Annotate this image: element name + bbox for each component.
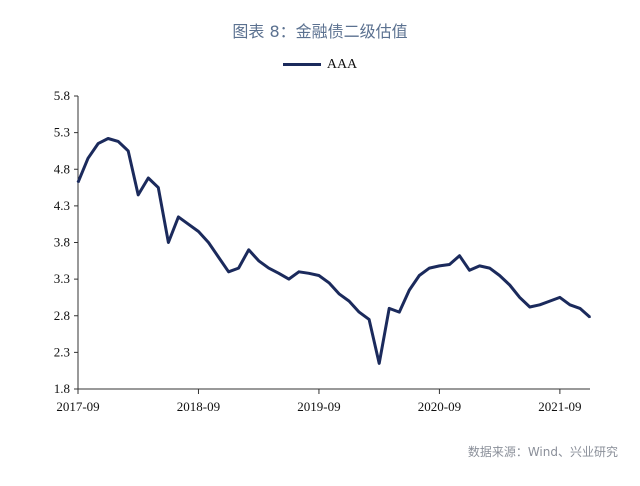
data-point — [77, 181, 79, 184]
data-point — [247, 249, 250, 251]
data-point — [398, 311, 401, 313]
data-point — [549, 300, 551, 302]
data-point — [187, 223, 190, 225]
data-point — [448, 263, 451, 266]
data-point — [498, 274, 501, 277]
y-tick-label: 1.8 — [54, 381, 70, 396]
data-point — [227, 271, 230, 273]
legend-swatch-aaa — [282, 63, 321, 67]
data-point — [348, 300, 350, 302]
y-tick-label: 3.8 — [54, 235, 70, 250]
x-tick-label: 2018-09 — [177, 399, 220, 414]
data-point — [167, 241, 170, 244]
x-tick-label: 2021-09 — [538, 399, 581, 414]
data-point — [488, 267, 491, 269]
source-note: 数据来源：Wind、兴业研究 — [467, 445, 618, 459]
data-point — [508, 284, 511, 286]
data-point — [237, 267, 240, 269]
data-point — [267, 267, 270, 269]
data-point — [97, 142, 99, 145]
data-point — [338, 293, 340, 295]
data-point — [298, 271, 300, 273]
data-point — [207, 241, 210, 244]
data-point — [87, 157, 89, 160]
y-tick-label: 3.3 — [54, 271, 70, 286]
data-point — [197, 230, 200, 233]
x-tick-label: 2019-09 — [297, 399, 340, 414]
y-tick-label: 4.3 — [54, 198, 70, 213]
data-point — [579, 307, 581, 310]
data-point — [518, 296, 521, 299]
data-point — [107, 137, 109, 140]
data-point — [428, 267, 431, 269]
data-point — [478, 265, 481, 267]
data-point — [438, 265, 441, 267]
data-point — [408, 289, 411, 291]
data-point — [559, 296, 561, 299]
data-point — [308, 272, 310, 275]
data-point — [368, 318, 370, 321]
y-tick-label: 2.8 — [54, 308, 70, 323]
y-tick-label: 5.3 — [54, 125, 70, 140]
data-point — [217, 256, 220, 258]
x-tick-label: 2020-09 — [418, 399, 461, 414]
data-point — [569, 304, 571, 306]
data-point — [468, 269, 471, 272]
data-point — [539, 304, 541, 306]
x-tick-label: 2017-09 — [56, 399, 99, 414]
y-tick-label: 2.3 — [54, 344, 70, 359]
data-point — [257, 260, 260, 262]
data-point — [529, 306, 531, 308]
data-point — [137, 194, 139, 196]
chart-title: 图表 8：金融债二级估值 — [232, 22, 408, 41]
data-point — [288, 278, 290, 280]
data-point — [358, 311, 360, 313]
data-point — [318, 274, 320, 277]
data-point — [328, 282, 330, 284]
data-point — [378, 362, 381, 365]
series-line-aaa — [76, 137, 591, 365]
legend: AAA — [0, 57, 640, 73]
y-tick-label: 4.8 — [54, 161, 70, 176]
data-point — [117, 140, 119, 143]
data-point — [177, 216, 180, 218]
data-point — [127, 150, 129, 152]
data-point — [147, 177, 150, 179]
data-point — [157, 186, 160, 189]
legend-label-aaa: AAA — [326, 57, 358, 72]
data-point — [418, 274, 421, 277]
data-point — [278, 272, 280, 275]
data-point — [388, 307, 391, 310]
y-tick-label: 5.8 — [54, 88, 70, 103]
data-point — [589, 316, 591, 319]
data-point — [458, 254, 461, 257]
